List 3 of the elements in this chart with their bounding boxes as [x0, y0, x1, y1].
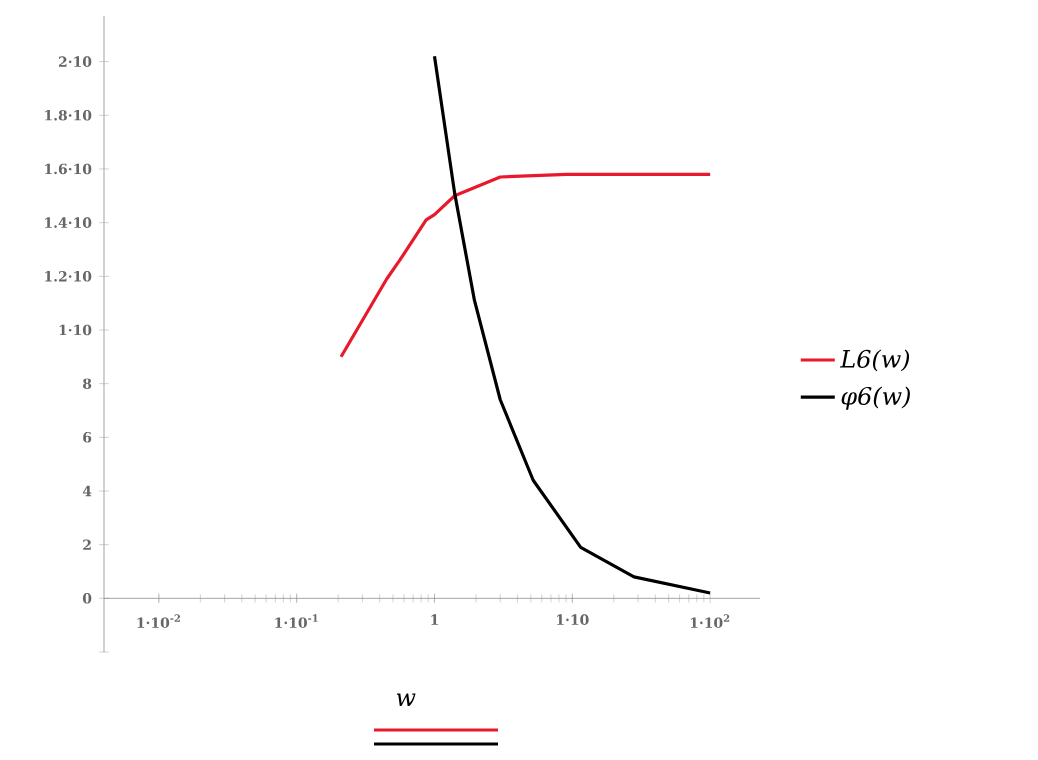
- legend-label: φ6(w): [841, 386, 910, 410]
- x-axis-title: w: [396, 693, 416, 706]
- legend-label: L6(w): [840, 349, 910, 372]
